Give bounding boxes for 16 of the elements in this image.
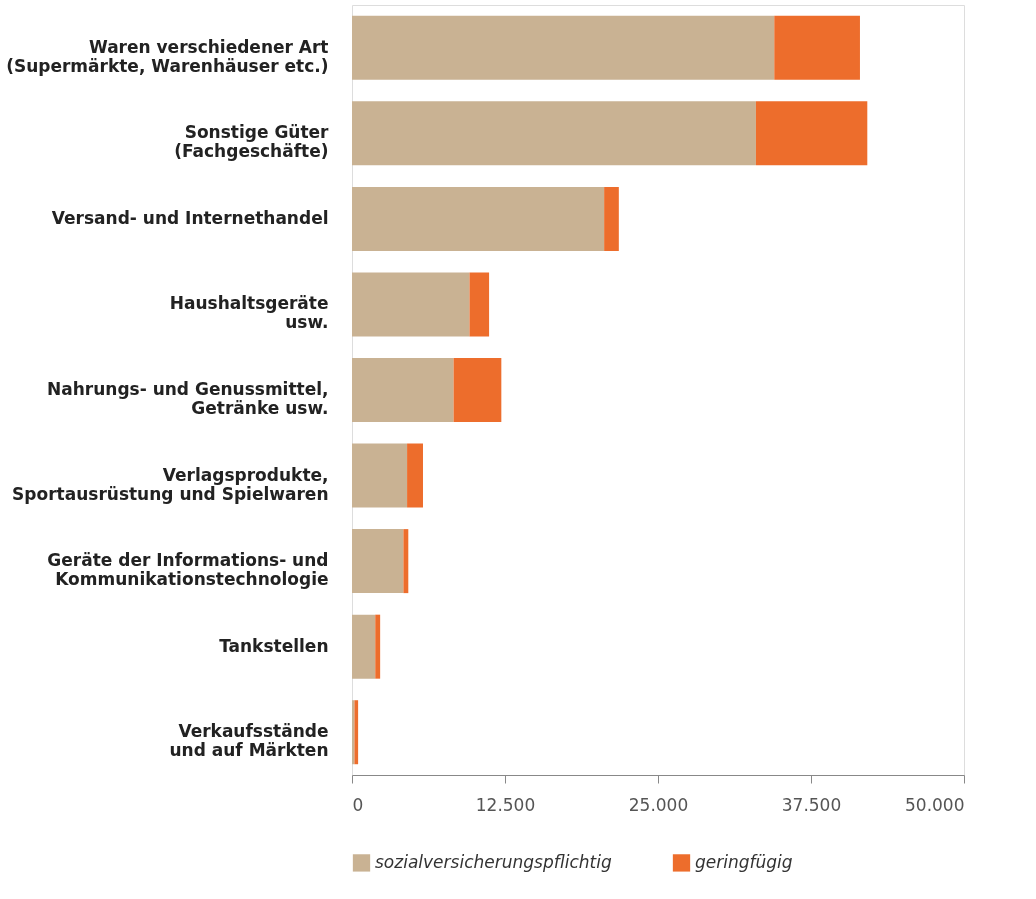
y-tick-label: Sonstige Güter (Fachgeschäfte)	[174, 122, 330, 162]
y-tick-label: Tankstellen	[219, 635, 329, 656]
y-tick-label: Waren verschiedener Art (Supermärkte, Warenhäuser etc.)	[6, 36, 329, 76]
x-tick-label: 37.500	[781, 794, 842, 815]
legend-label: geringfügig	[695, 851, 793, 872]
y-tick-label: Nahrungs- und Genussmittel, Getränke usw.	[47, 379, 329, 418]
x-tick-label: 0	[352, 794, 364, 815]
y-tick-label: Geräte der Informations- und Kommunikationstechnologie	[47, 550, 329, 590]
x-tick-label: 12.500	[475, 794, 536, 815]
y-tick-label: Versand- und Internethandel	[51, 207, 329, 228]
legend-label: sozialversicherungspflichtig	[375, 851, 612, 872]
y-tick-label: Verkaufsstände und auf Märkten	[169, 721, 329, 761]
y-tick-label: Verlagsprodukte, Sportausrüstung und Spielwaren	[12, 464, 329, 504]
x-tick-label: 50.000	[905, 794, 965, 815]
x-tick-label: 25.000	[628, 794, 689, 815]
y-tick-label: Haushaltsgeräte usw.	[169, 293, 329, 333]
